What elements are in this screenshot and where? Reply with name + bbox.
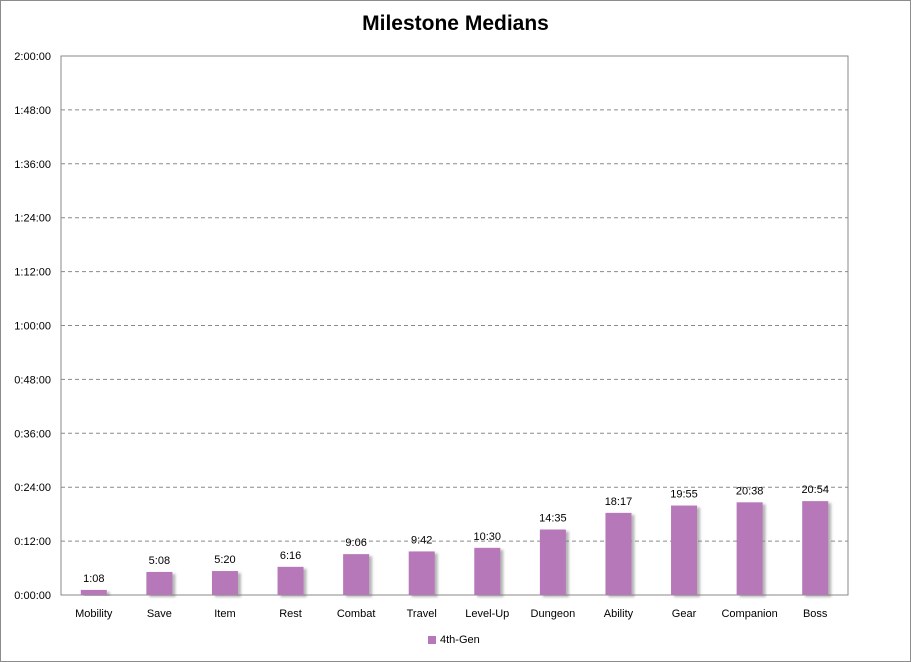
x-tick-label: Gear [672,608,697,620]
y-tick-label: 1:24:00 [14,213,51,225]
bar-dungeon [539,529,566,595]
data-label: 20:38 [736,485,764,497]
plot-area [60,55,849,596]
gridlines [61,109,848,542]
data-label: 10:30 [474,531,502,543]
bar-ability [605,512,632,595]
y-tick-label: 0:24:00 [14,482,51,494]
data-label: 5:20 [214,554,235,566]
legend-swatch [428,636,436,644]
y-axis: 0:00:00 0:12:00 0:24:00 0:36:00 0:48:00 1:00:… [14,51,51,602]
legend: 4th-Gen [428,634,480,646]
bar-save [146,571,173,595]
data-label: 9:42 [411,534,432,546]
x-tick-label: Item [214,608,235,620]
bar-boss [802,501,829,595]
x-tick-label: Dungeon [531,608,576,620]
bar-gear [671,505,698,595]
bar-mobility [80,589,107,595]
data-label: 20:54 [801,484,829,496]
x-tick-label: Level-Up [465,608,509,620]
y-tick-label: 1:48:00 [14,105,51,117]
x-tick-label: Companion [721,608,777,620]
y-tick-label: 0:12:00 [14,536,51,548]
x-axis: Mobility Save Item Rest Combat Travel Level-Up… [75,608,828,620]
x-tick-label: Boss [803,608,828,620]
data-label: 18:17 [605,496,633,508]
y-tick-label: 1:36:00 [14,159,51,171]
x-tick-label: Rest [279,608,302,620]
data-label: 1:08 [83,573,104,585]
data-label: 5:08 [149,555,170,567]
x-tick-label: Ability [604,608,634,620]
data-label: 19:55 [670,489,698,501]
plot-border [60,55,849,596]
data-labels: 1:08 5:08 5:20 6:16 9:06 9:42 10:30 14:35 18:17 1… [83,484,829,585]
x-tick-label: Combat [337,608,376,620]
chart-title: Milestone Medians [362,12,549,35]
x-tick-label: Travel [407,608,437,620]
bar-level-up [474,547,501,595]
bar-item [211,571,238,595]
legend-label: 4th-Gen [440,634,480,646]
bar-rest [277,566,304,595]
bars [80,501,829,595]
y-tick-label: 1:00:00 [14,321,51,333]
bar-companion [736,502,763,595]
y-tick-label: 0:00:00 [14,590,51,602]
data-label: 9:06 [345,537,366,549]
x-tick-label: Save [147,608,172,620]
y-tick-label: 1:12:00 [14,267,51,279]
x-tick-label: Mobility [75,608,113,620]
y-tick-label: 0:36:00 [14,428,51,440]
bar-travel [408,551,435,595]
data-label: 6:16 [280,550,301,562]
y-tick-label: 0:48:00 [14,374,51,386]
y-tick-label: 2:00:00 [14,51,51,63]
bar-combat [343,554,370,595]
data-label: 14:35 [539,512,567,524]
